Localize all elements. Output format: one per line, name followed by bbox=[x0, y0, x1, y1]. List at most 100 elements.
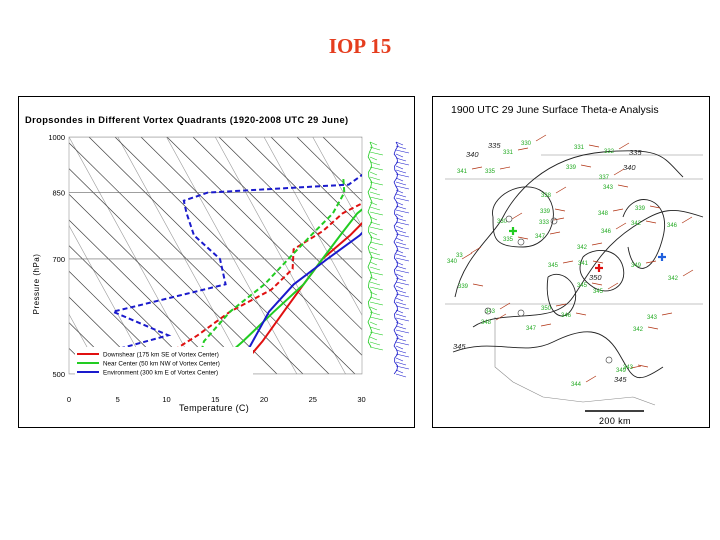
wind-barb bbox=[615, 222, 627, 230]
station-value: 348 bbox=[598, 211, 609, 217]
station-value: 330 bbox=[521, 141, 532, 147]
wind-barb bbox=[630, 365, 642, 369]
wind-barb bbox=[613, 168, 625, 176]
station-value: 343 bbox=[647, 315, 658, 321]
contour-label: 340 bbox=[466, 150, 479, 159]
wind-barb bbox=[682, 269, 694, 277]
station-value: 349 bbox=[616, 368, 627, 374]
station-value: 331 bbox=[574, 145, 585, 151]
x-tick-label: 30 bbox=[357, 395, 365, 404]
theta-e-contour-2 bbox=[472, 210, 704, 328]
contour-label: 345 bbox=[614, 375, 627, 384]
contour-label: 340 bbox=[623, 163, 636, 172]
wind-barb bbox=[647, 326, 659, 330]
x-tick-label: 15 bbox=[211, 395, 219, 404]
y-tick-label: 850 bbox=[52, 189, 65, 198]
station-value: 344 bbox=[571, 382, 582, 388]
theta-e-contour-3 bbox=[579, 250, 625, 292]
station-value: 342 bbox=[633, 327, 644, 333]
skewt-panel: Dropsondes in Different Vortex Quadrants… bbox=[18, 96, 415, 428]
contour-label: 335 bbox=[629, 148, 642, 157]
station-value: 339 bbox=[458, 284, 469, 290]
wind-barb bbox=[535, 134, 547, 142]
wind-barb bbox=[592, 260, 604, 264]
y-tick-label: 1000 bbox=[48, 133, 65, 142]
station-value: 339 bbox=[635, 206, 646, 212]
station-value: 341 bbox=[578, 261, 589, 267]
station-value: 341 bbox=[457, 169, 468, 175]
station-value: 346 bbox=[561, 313, 572, 319]
theta-e-contour-5 bbox=[622, 199, 665, 269]
skewt-diagram: Dropsondes in Different Vortex Quadrants… bbox=[25, 115, 410, 413]
theta-e-map: 1900 UTC 29 June Surface Theta-e Analysi… bbox=[445, 104, 704, 426]
near-center-marker bbox=[509, 227, 517, 235]
station-value: 347 bbox=[526, 326, 537, 332]
station-value: 340 bbox=[447, 259, 458, 265]
contour-label: 350 bbox=[589, 273, 602, 282]
station-circle bbox=[517, 309, 525, 317]
wind-barb bbox=[499, 166, 511, 170]
station-circle bbox=[605, 356, 613, 364]
station-value: 349 bbox=[631, 263, 642, 269]
wind-barb bbox=[555, 186, 567, 194]
station-value: 342 bbox=[631, 221, 642, 227]
environment-marker bbox=[658, 253, 666, 261]
series-1-dewpoint-line bbox=[98, 202, 362, 374]
x-tick-label: 10 bbox=[162, 395, 170, 404]
wind-barb-profiles bbox=[367, 141, 410, 378]
theta-e-contour-4 bbox=[452, 331, 664, 379]
wind-barb bbox=[649, 205, 661, 209]
series-5-dewpoint-line bbox=[96, 173, 362, 374]
station-value: 331 bbox=[503, 150, 514, 156]
skewt-series-group bbox=[96, 173, 362, 374]
legend-label: Downshear (175 km SE of Vortex Center) bbox=[103, 352, 219, 359]
x-tick-label: 20 bbox=[260, 395, 268, 404]
wind-barb bbox=[511, 212, 523, 220]
wind-barb bbox=[554, 208, 566, 212]
station-value: 342 bbox=[577, 245, 588, 251]
theta-e-contour-6 bbox=[546, 273, 577, 317]
wind-barb bbox=[645, 260, 657, 264]
series-2-temperature-line bbox=[204, 208, 362, 374]
station-value: 346 bbox=[667, 223, 678, 229]
station-value: 345 bbox=[548, 263, 559, 269]
station-value: 335 bbox=[503, 237, 514, 243]
station-value: 343 bbox=[485, 309, 496, 315]
near-center-wind-profile bbox=[367, 141, 373, 348]
environment-wind-profile bbox=[393, 141, 399, 375]
wind-barb bbox=[495, 313, 507, 321]
wind-barb bbox=[540, 323, 552, 327]
wind-barb bbox=[472, 283, 484, 287]
station-value: 335 bbox=[485, 169, 496, 175]
y-axis-label: Pressure (hPa) bbox=[32, 254, 41, 315]
wind-barb bbox=[517, 236, 529, 240]
skewt-background-lines bbox=[69, 137, 362, 374]
wind-barb bbox=[585, 375, 597, 383]
station-value: 33 bbox=[456, 253, 463, 259]
x-tick-label: 5 bbox=[116, 395, 120, 404]
station-value: 333 bbox=[539, 220, 550, 226]
station-circle bbox=[484, 307, 492, 315]
wind-barb bbox=[681, 216, 693, 224]
map-panel: 1900 UTC 29 June Surface Theta-e Analysi… bbox=[432, 96, 710, 428]
wind-barb bbox=[549, 231, 561, 235]
wind-barb bbox=[645, 220, 657, 224]
scale-label: 200 km bbox=[599, 416, 631, 426]
station-value: 337 bbox=[599, 175, 610, 181]
wind-barb bbox=[461, 252, 473, 260]
station-value: 345 bbox=[577, 283, 588, 289]
series-4-temperature-line bbox=[233, 231, 362, 374]
y-tick-label: 500 bbox=[52, 370, 65, 379]
wind-barb bbox=[612, 208, 624, 212]
downshear-marker bbox=[595, 264, 603, 272]
wind-barb bbox=[591, 282, 603, 286]
station-value: 332 bbox=[604, 149, 615, 155]
station-circle bbox=[550, 217, 558, 225]
station-value: 350 bbox=[541, 306, 552, 312]
wind-barb bbox=[591, 242, 603, 246]
station-value: 339 bbox=[566, 165, 577, 171]
wind-barb bbox=[580, 164, 592, 168]
slide-title: IOP 15 bbox=[328, 34, 392, 58]
x-axis-label: Temperature (C) bbox=[179, 403, 249, 413]
